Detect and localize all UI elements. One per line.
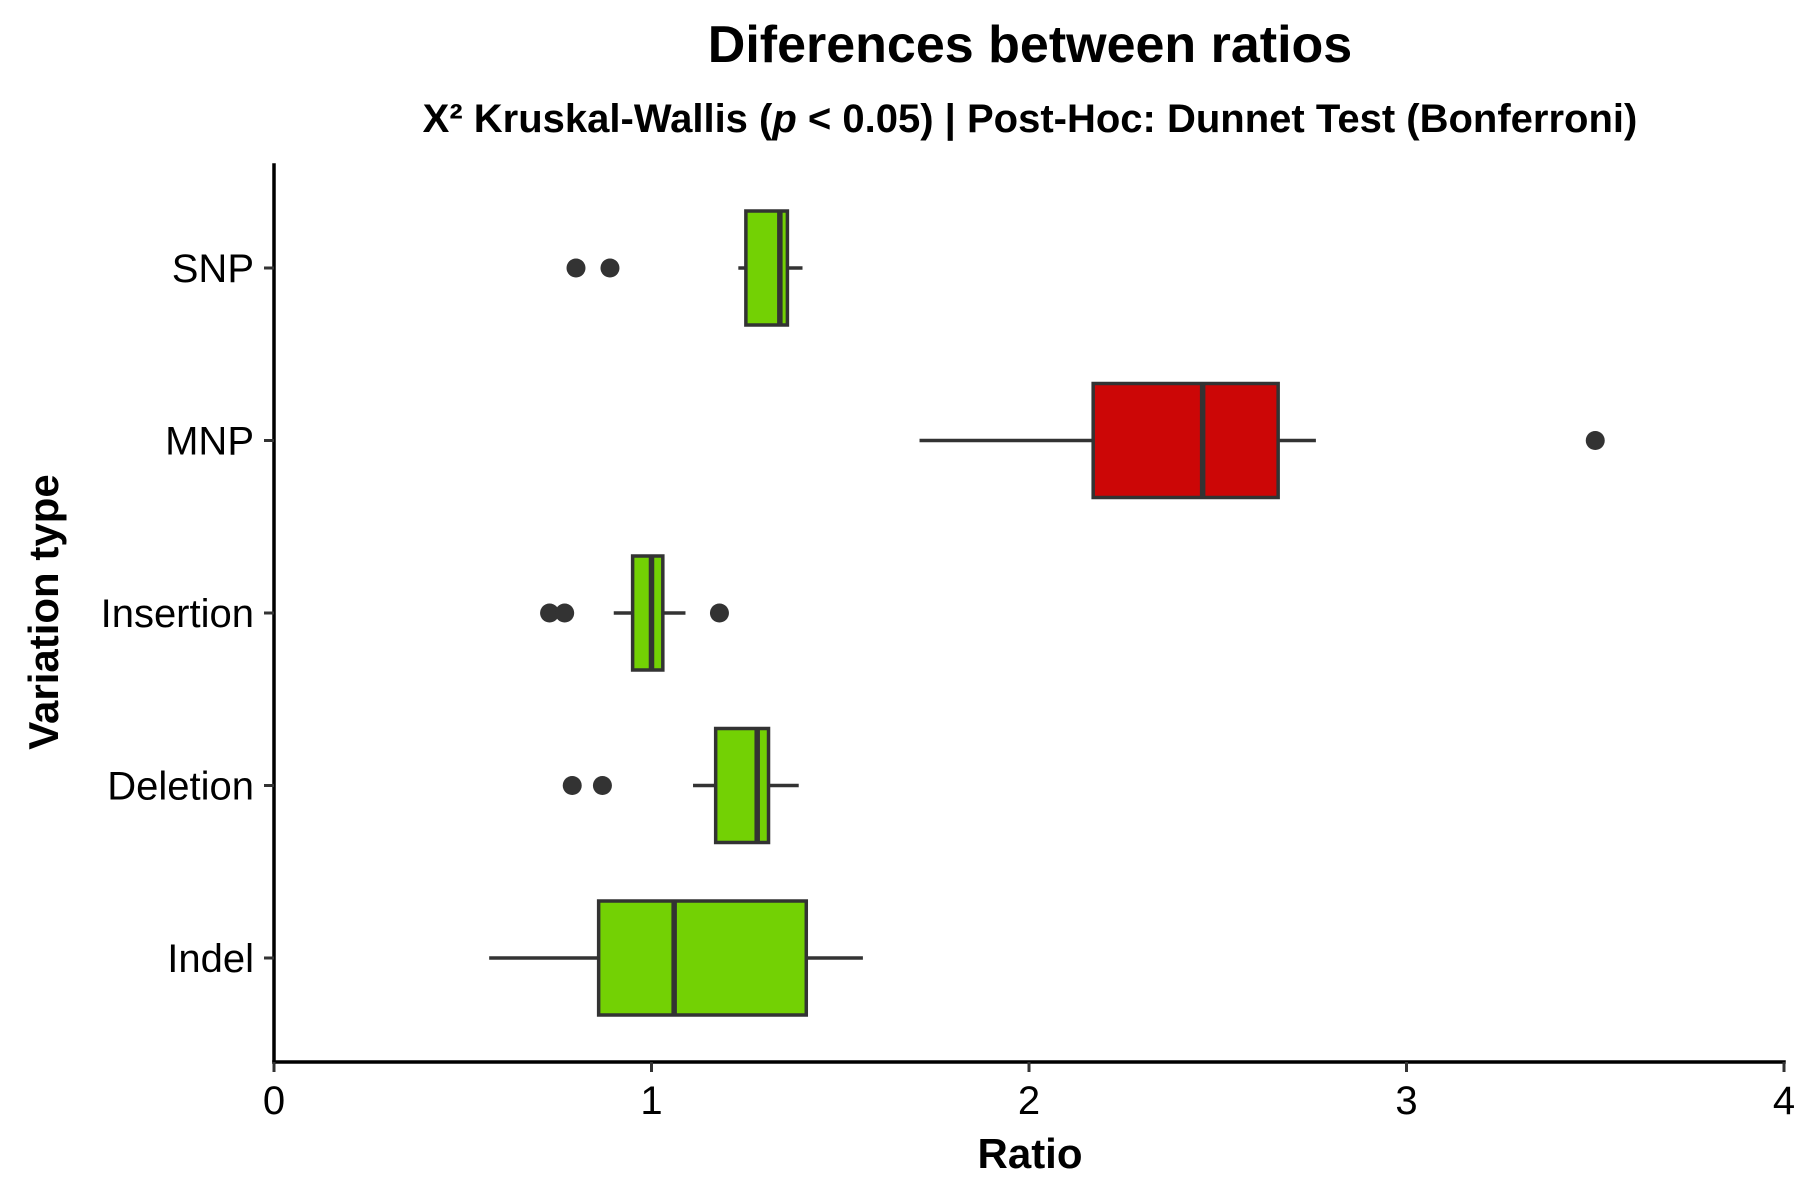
chart-title: Diferences between ratios xyxy=(708,16,1352,74)
iqr-box xyxy=(1091,381,1280,500)
outlier-point xyxy=(540,603,560,623)
outlier-point xyxy=(600,258,620,278)
outlier-point xyxy=(1585,431,1605,450)
boxes-layer xyxy=(489,209,1605,1017)
outlier-point xyxy=(562,776,582,795)
y-tick-label: Insertion xyxy=(101,592,254,636)
axes-layer: SNP MNP Insertion Deletion Indel 0 1 2 3 4 xyxy=(101,163,1795,1123)
x-axis-title: Ratio xyxy=(978,1130,1083,1177)
outlier-point xyxy=(555,603,575,623)
outlier-point xyxy=(592,776,612,795)
y-tick-label: Indel xyxy=(167,937,254,981)
iqr-box xyxy=(630,554,665,672)
x-tick-label: 2 xyxy=(1018,1079,1040,1123)
x-tick-label: 4 xyxy=(1773,1079,1795,1123)
box-group-indel xyxy=(489,899,863,1017)
subtitle-prefix: X² Kruskal-Wallis ( xyxy=(423,97,773,141)
y-tick-label: SNP xyxy=(172,247,254,291)
y-axis-title: Variation type xyxy=(20,474,67,749)
outlier-point xyxy=(709,603,729,623)
chart-subtitle: X² Kruskal-Wallis (p < 0.05) | Post-Hoc:… xyxy=(423,97,1638,141)
x-tick-label: 1 xyxy=(640,1079,662,1123)
iqr-box xyxy=(596,899,809,1017)
x-tick-label: 0 xyxy=(263,1079,285,1123)
box-group-snp xyxy=(566,209,803,327)
subtitle-italic: p xyxy=(771,97,796,141)
x-tick-label: 3 xyxy=(1395,1079,1417,1123)
outlier-point xyxy=(566,258,586,278)
box-group-deletion xyxy=(562,726,799,845)
box-group-insertion xyxy=(540,554,729,672)
box-group-mnp xyxy=(919,381,1605,500)
subtitle-suffix: < 0.05) | Post-Hoc: Dunnet Test (Bonferr… xyxy=(797,97,1638,141)
y-tick-label: Deletion xyxy=(107,765,254,809)
y-tick-label: MNP xyxy=(165,420,254,464)
iqr-box xyxy=(713,726,771,845)
